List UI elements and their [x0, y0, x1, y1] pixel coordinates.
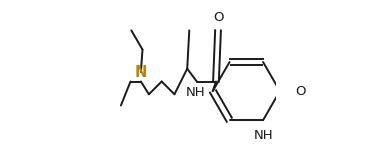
- Text: O: O: [295, 85, 305, 98]
- Text: NH: NH: [254, 129, 274, 142]
- Text: NH: NH: [186, 86, 206, 99]
- Text: N: N: [135, 65, 147, 80]
- Text: O: O: [213, 11, 223, 24]
